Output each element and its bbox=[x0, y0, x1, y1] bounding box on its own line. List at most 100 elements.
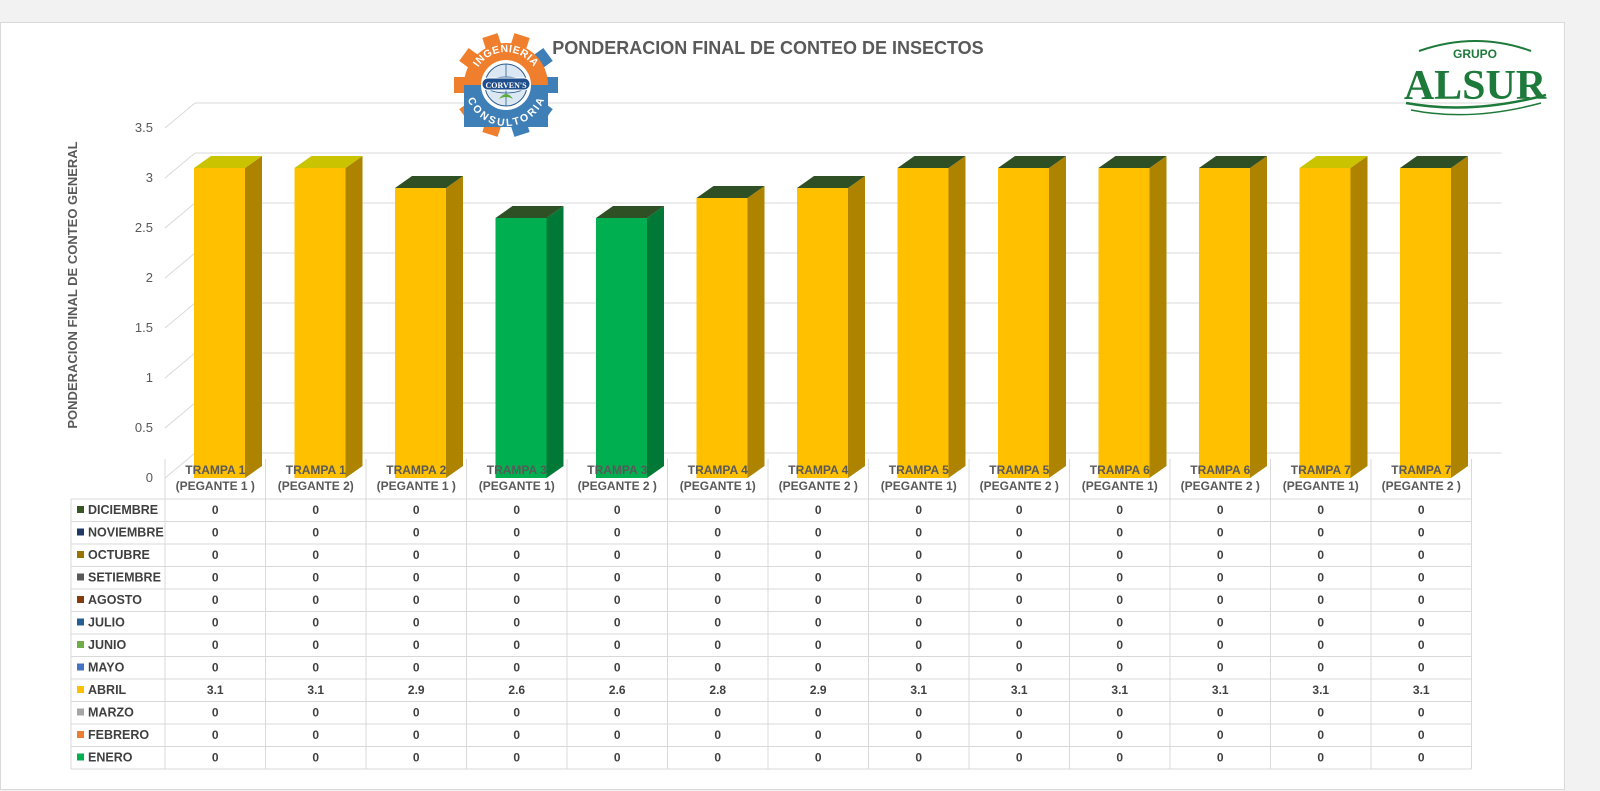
legend-key bbox=[77, 528, 84, 536]
legend-label: MAYO bbox=[88, 661, 125, 675]
data-label: 0 bbox=[413, 571, 420, 585]
x-tick-label: TRAMPA 7 bbox=[1291, 463, 1351, 477]
data-label: 0 bbox=[212, 751, 219, 765]
data-label: 0 bbox=[312, 661, 319, 675]
y-tick-label: 2 bbox=[146, 270, 153, 285]
bar-front bbox=[294, 168, 346, 478]
data-label: 0 bbox=[915, 548, 922, 562]
logo-grupo-text: GRUPO bbox=[1453, 47, 1497, 61]
data-label: 0 bbox=[1317, 526, 1324, 540]
x-tick-label: (PEGANTE 2 ) bbox=[578, 479, 657, 493]
data-label: 0 bbox=[513, 593, 520, 607]
gridline-diagonal bbox=[164, 102, 196, 129]
legend-key bbox=[77, 596, 84, 603]
legend-key bbox=[77, 506, 84, 513]
data-label: 0 bbox=[513, 728, 520, 742]
x-tick-label: TRAMPA 6 bbox=[1090, 463, 1150, 477]
x-tick-label: (PEGANTE 1) bbox=[1082, 479, 1158, 493]
legend-label: AGOSTO bbox=[88, 593, 142, 607]
data-label: 0 bbox=[1217, 616, 1224, 630]
data-label: 0 bbox=[815, 728, 822, 742]
data-label: 0 bbox=[1317, 728, 1324, 742]
legend-key bbox=[77, 663, 84, 671]
data-label: 0 bbox=[1016, 571, 1023, 585]
data-label: 0 bbox=[714, 548, 721, 562]
data-label: 0 bbox=[1217, 638, 1224, 652]
data-label: 0 bbox=[915, 503, 922, 517]
bar-front bbox=[897, 168, 949, 478]
x-tick-label: TRAMPA 1 bbox=[286, 463, 346, 477]
data-label: 0 bbox=[1317, 616, 1324, 630]
bar-front bbox=[194, 168, 245, 478]
bar-top bbox=[1098, 156, 1167, 168]
bar-top bbox=[294, 156, 363, 168]
data-label: 0 bbox=[915, 638, 922, 652]
data-label: 0 bbox=[312, 728, 319, 742]
bar-top bbox=[897, 156, 966, 168]
data-label: 0 bbox=[212, 638, 219, 652]
legend-key bbox=[77, 731, 84, 738]
data-label: 0 bbox=[212, 593, 219, 607]
data-label: 0 bbox=[1016, 616, 1023, 630]
y-axis-ticks: 0 0.5 1 1.5 2 2.5 3 3.5 bbox=[135, 120, 153, 485]
data-label: 0 bbox=[815, 751, 822, 765]
legend-key bbox=[77, 708, 84, 716]
data-label: 0 bbox=[312, 616, 319, 630]
data-label: 0 bbox=[815, 571, 822, 585]
bar-front bbox=[1199, 168, 1250, 478]
data-label: 0 bbox=[1418, 593, 1425, 607]
data-label: 0 bbox=[915, 706, 922, 720]
x-tick-label: (PEGANTE 2 ) bbox=[1382, 479, 1461, 493]
legend-label: DICIEMBRE bbox=[88, 503, 158, 517]
bar bbox=[395, 176, 463, 478]
data-label: 0 bbox=[212, 548, 219, 562]
data-label: 0 bbox=[1418, 728, 1425, 742]
x-tick-label: (PEGANTE 1) bbox=[479, 479, 555, 493]
data-label: 0 bbox=[815, 661, 822, 675]
x-tick-label: TRAMPA 3 bbox=[587, 463, 647, 477]
data-label: 0 bbox=[915, 526, 922, 540]
x-tick-label: (PEGANTE 1 ) bbox=[176, 479, 255, 493]
data-label: 0 bbox=[513, 571, 520, 585]
x-tick-label: (PEGANTE 2 ) bbox=[1181, 479, 1260, 493]
bar-top bbox=[797, 176, 865, 188]
data-label: 0 bbox=[1016, 661, 1023, 675]
data-label: 0 bbox=[1217, 661, 1224, 675]
data-label: 0 bbox=[513, 526, 520, 540]
data-label: 0 bbox=[413, 728, 420, 742]
gear-tooth bbox=[459, 47, 480, 70]
gridline-diagonal bbox=[164, 152, 196, 179]
data-label: 0 bbox=[815, 503, 822, 517]
data-label: 0 bbox=[212, 661, 219, 675]
legend-label: OCTUBRE bbox=[88, 548, 150, 562]
bar-side bbox=[1149, 156, 1167, 478]
data-label: 0 bbox=[915, 571, 922, 585]
x-tick-label: (PEGANTE 1) bbox=[881, 479, 957, 493]
bar-front bbox=[797, 188, 848, 478]
chart-panel: 0 0.5 1 1.5 2 2.5 3 3.5 TRAMPA 1 (PEGANTE 1 ) TRA… bbox=[0, 22, 1565, 790]
bar-front bbox=[1400, 168, 1451, 478]
data-label: 0 bbox=[513, 661, 520, 675]
legend-key bbox=[77, 686, 84, 693]
data-label: 0 bbox=[614, 751, 621, 765]
y-tick-label: 3.5 bbox=[135, 120, 153, 135]
data-label: 0 bbox=[915, 751, 922, 765]
data-table: TRAMPA 1 (PEGANTE 1 ) TRAMPA 1 (PEGANTE 2) T… bbox=[70, 459, 1472, 770]
bar bbox=[1400, 156, 1468, 478]
bar bbox=[1199, 156, 1267, 478]
data-label: 0 bbox=[1217, 526, 1224, 540]
bar-front bbox=[495, 218, 547, 478]
data-label: 2.9 bbox=[408, 683, 425, 697]
y-tick-label: 1 bbox=[146, 370, 153, 385]
data-label: 0 bbox=[815, 548, 822, 562]
data-label: 0 bbox=[1116, 571, 1123, 585]
data-label: 0 bbox=[1317, 706, 1324, 720]
bar-front bbox=[395, 188, 446, 478]
data-label: 0 bbox=[1217, 548, 1224, 562]
data-label: 0 bbox=[614, 593, 621, 607]
data-label: 0 bbox=[212, 616, 219, 630]
data-label: 0 bbox=[1016, 526, 1023, 540]
bar-side bbox=[747, 186, 765, 478]
data-label: 0 bbox=[1317, 593, 1324, 607]
data-label: 0 bbox=[1116, 616, 1123, 630]
